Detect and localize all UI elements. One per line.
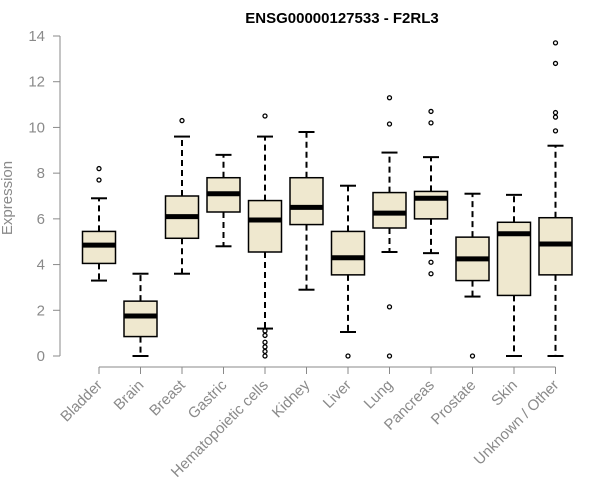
outlier-point: [386, 353, 393, 359]
outlier-point: [552, 109, 559, 116]
box-lung: [372, 95, 407, 359]
chart-title: ENSG00000127533 - F2RL3: [245, 10, 438, 27]
outlier-point: [262, 348, 268, 355]
y-tick-label: 6: [37, 211, 45, 228]
y-tick-label: 8: [37, 165, 45, 182]
outlier-point: [552, 114, 559, 120]
outlier-point: [262, 344, 268, 350]
x-tick-label: Breast: [146, 376, 189, 419]
outlier-point: [262, 339, 268, 345]
box-group: [81, 40, 573, 359]
y-tick-label: 12: [28, 74, 45, 91]
box-rect: [247, 199, 283, 253]
box-hematopoietic-cells: [247, 113, 283, 359]
outlier-point: [552, 40, 559, 46]
y-axis-label: Expression: [0, 161, 16, 235]
box-pancreas: [413, 108, 449, 277]
outlier-point: [386, 121, 393, 127]
box-liver: [330, 184, 366, 359]
outlier-point: [345, 353, 351, 359]
box-rect: [330, 230, 366, 276]
outlier-point: [96, 177, 102, 183]
y-tick-label: 2: [37, 302, 45, 319]
outlier-point: [469, 353, 476, 359]
outlier-point: [262, 353, 268, 359]
x-tick-label: Prostate: [428, 377, 480, 429]
box-brain: [123, 272, 158, 357]
outlier-point: [428, 259, 434, 265]
outlier-point: [262, 113, 268, 119]
box-prostate: [455, 192, 490, 359]
y-tick-label: 0: [37, 348, 45, 365]
outlier-point: [552, 60, 559, 67]
box-bladder: [81, 165, 117, 282]
outlier-point: [428, 271, 434, 277]
y-tick-label: 14: [28, 28, 45, 45]
outlier-point: [262, 332, 268, 339]
x-tick-label: Lung: [361, 377, 397, 413]
x-tick-label: Bladder: [57, 377, 106, 426]
x-tick-label: Brain: [111, 377, 148, 414]
box-rect: [413, 190, 449, 220]
outlier-point: [428, 108, 434, 115]
x-tick-label: Skin: [488, 377, 521, 410]
y-axis: 0 2 4 6 8 10 12 14: [28, 28, 61, 365]
box-unknown-other: [538, 40, 573, 357]
outlier-point: [386, 304, 393, 310]
x-tick-label: Kidney: [269, 376, 314, 421]
y-tick-label: 10: [28, 119, 45, 136]
box-kidney: [289, 131, 324, 291]
outlier-point: [386, 95, 393, 101]
outlier-point: [428, 120, 434, 126]
box-gastric: [206, 153, 241, 248]
outlier-point: [179, 117, 185, 124]
y-tick-label: 4: [37, 257, 45, 274]
outlier-point: [262, 328, 268, 334]
box-rect: [289, 176, 324, 226]
box-skin: [496, 193, 532, 357]
box-breast: [164, 117, 200, 275]
box-rect: [123, 300, 158, 338]
outlier-point: [552, 128, 559, 134]
outlier-point: [96, 165, 102, 172]
box-rect: [372, 191, 407, 229]
x-tick-label: Liver: [320, 377, 355, 412]
